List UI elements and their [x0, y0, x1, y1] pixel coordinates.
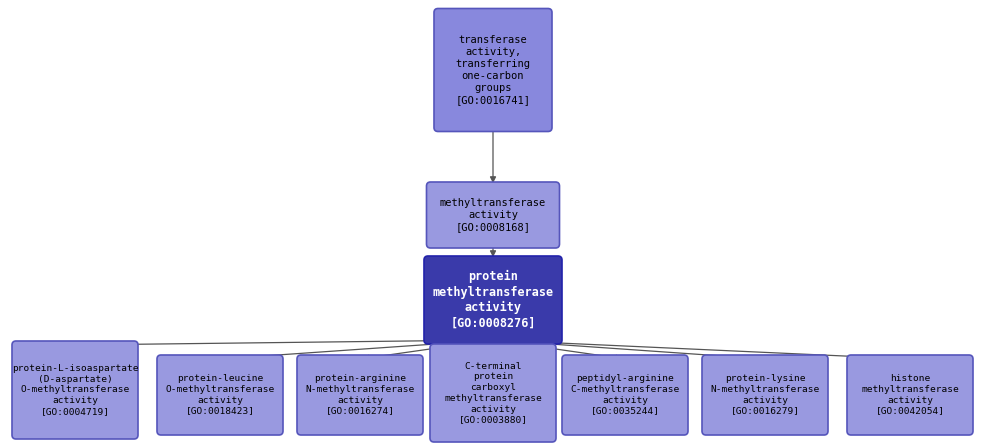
Text: protein-arginine
N-methyltransferase
activity
[GO:0016274]: protein-arginine N-methyltransferase act…	[305, 374, 414, 416]
FancyBboxPatch shape	[424, 256, 561, 344]
Text: C-terminal
protein
carboxyl
methyltransferase
activity
[GO:0003880]: C-terminal protein carboxyl methyltransf…	[444, 362, 541, 425]
FancyBboxPatch shape	[434, 8, 551, 132]
FancyBboxPatch shape	[157, 355, 283, 435]
FancyBboxPatch shape	[430, 344, 555, 442]
Text: histone
methyltransferase
activity
[GO:0042054]: histone methyltransferase activity [GO:0…	[860, 374, 958, 416]
FancyBboxPatch shape	[297, 355, 423, 435]
Text: methyltransferase
activity
[GO:0008168]: methyltransferase activity [GO:0008168]	[440, 198, 545, 232]
FancyBboxPatch shape	[426, 182, 559, 248]
FancyBboxPatch shape	[846, 355, 972, 435]
Text: protein-L-isoaspartate
(D-aspartate)
O-methyltransferase
activity
[GO:0004719]: protein-L-isoaspartate (D-aspartate) O-m…	[12, 364, 138, 416]
Text: protein
methyltransferase
activity
[GO:0008276]: protein methyltransferase activity [GO:0…	[432, 270, 553, 330]
Text: protein-leucine
O-methyltransferase
activity
[GO:0018423]: protein-leucine O-methyltransferase acti…	[166, 374, 274, 416]
Text: peptidyl-arginine
C-methyltransferase
activity
[GO:0035244]: peptidyl-arginine C-methyltransferase ac…	[570, 374, 679, 416]
FancyBboxPatch shape	[701, 355, 827, 435]
FancyBboxPatch shape	[12, 341, 138, 439]
FancyBboxPatch shape	[561, 355, 687, 435]
Text: transferase
activity,
transferring
one-carbon
groups
[GO:0016741]: transferase activity, transferring one-c…	[455, 35, 529, 105]
Text: protein-lysine
N-methyltransferase
activity
[GO:0016279]: protein-lysine N-methyltransferase activ…	[710, 374, 818, 416]
